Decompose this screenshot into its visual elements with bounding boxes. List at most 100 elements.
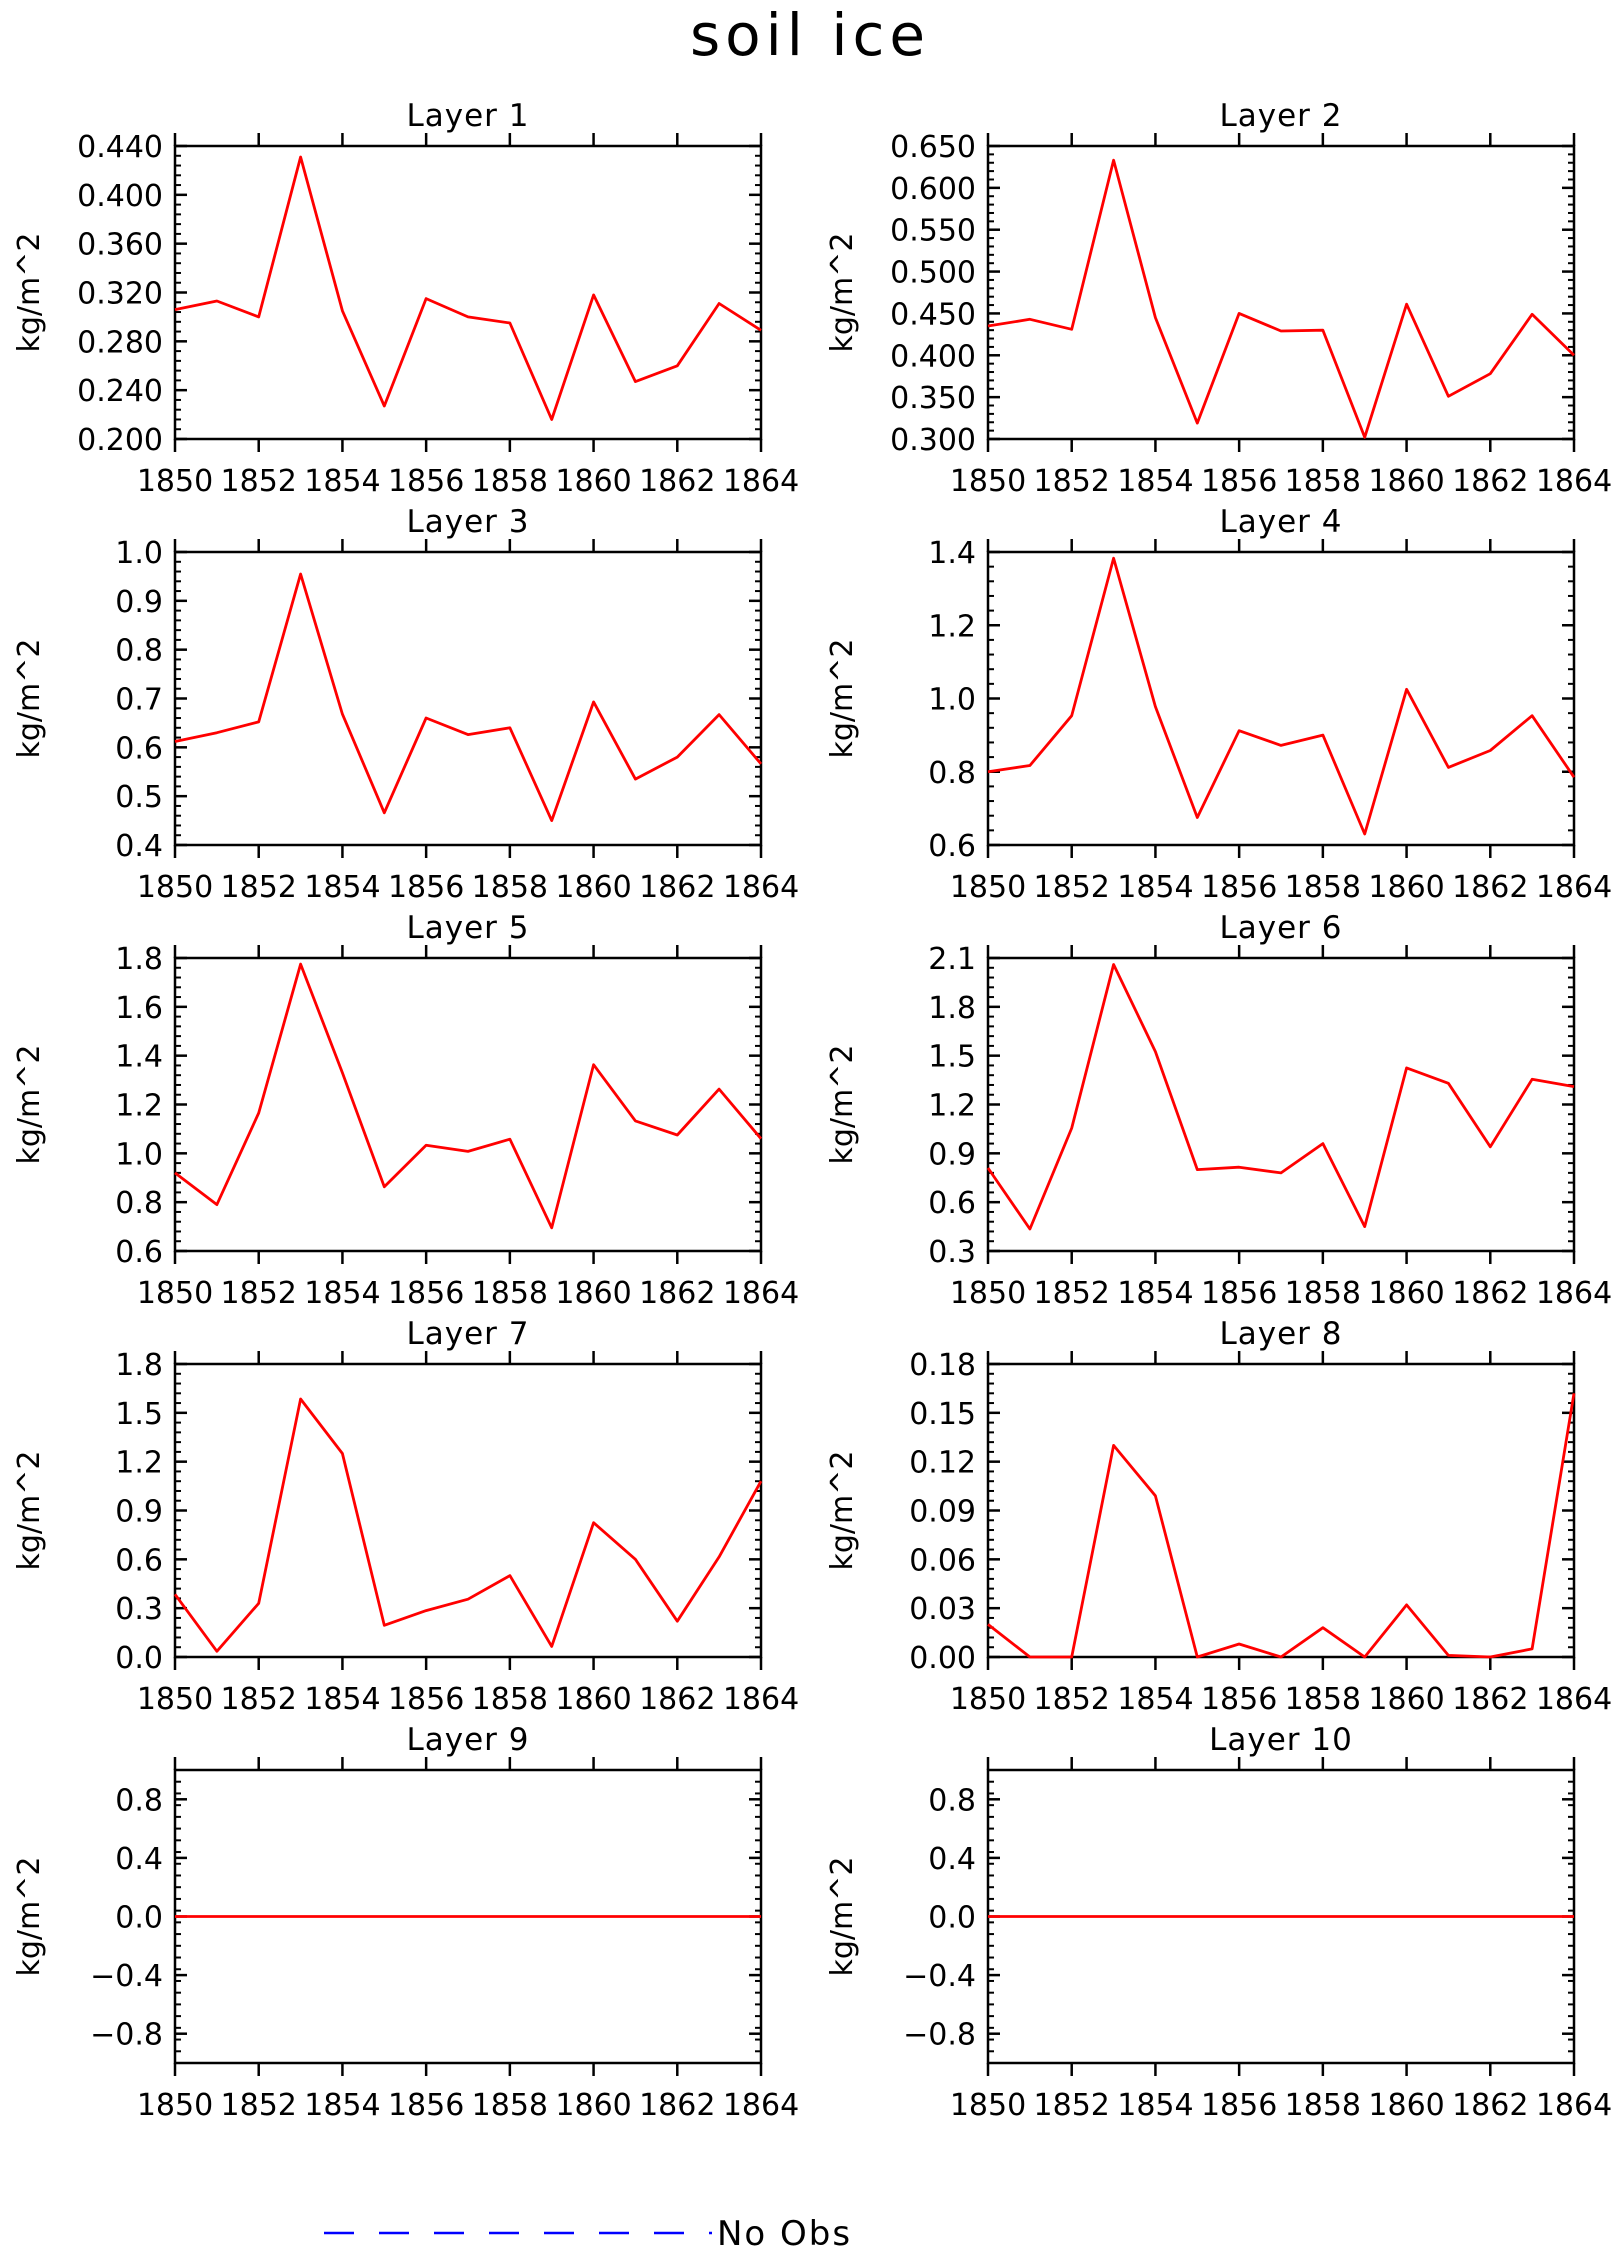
x-tick-label: 1858 [472,1682,548,1717]
x-tick-label: 1864 [1536,1682,1612,1717]
panel-layer-8: Layer 8 kg/m^2 0.00 0.03 0.06 0.09 0.12 0.15 0.1… [825,1316,1612,1717]
x-tick-label: 1854 [304,1276,380,1311]
x-tick-label: 1852 [221,2088,297,2123]
y-tick-label: 0.400 [77,179,163,214]
y-axis-label: kg/m^2 [825,1451,860,1571]
x-tick-label: 1850 [950,464,1026,499]
panel-layer-4: Layer 4 kg/m^2 0.6 0.8 1.0 1.2 1.4 1850 1852 1854… [825,504,1612,905]
series-line [173,1397,763,1653]
series-line [987,556,1576,836]
y-tick-label: 0.00 [909,1641,976,1676]
y-tick-label: 1.2 [928,609,976,644]
panel-title: Layer 8 [1219,1316,1342,1352]
y-tick-label: 0.360 [77,228,163,263]
y-tick-label: 2.1 [928,942,976,977]
x-tick-label: 1858 [1285,1682,1361,1717]
panel-title: Layer 2 [1219,98,1342,134]
panel-grid: Layer 1 kg/m^2 0.200 0.240 0.280 0.320 0.360 0.… [12,98,1612,2123]
y-tick-label: 1.2 [115,1089,163,1124]
y-tick-label: 0.6 [115,1543,163,1578]
panel-title: Layer 7 [406,1316,529,1352]
y-axis-label: kg/m^2 [12,639,47,759]
y-tick-label: 0.06 [909,1543,976,1578]
x-tick-label: 1862 [639,464,715,499]
series-line [174,155,762,421]
y-axis-label: kg/m^2 [12,233,47,353]
x-tick-label: 1856 [388,464,464,499]
y-tick-label: 0.450 [890,297,976,332]
panel-title: Layer 10 [1209,1722,1353,1758]
series-line [987,158,1575,439]
y-tick-label: 1.0 [928,683,976,718]
figure-title: soil ice [690,1,930,69]
x-tick-label: 1856 [1201,1276,1277,1311]
x-tick-label: 1850 [950,870,1026,905]
x-tick-label: 1862 [639,1682,715,1717]
series-line [986,963,1575,1231]
y-tick-label: 0.15 [909,1397,976,1432]
x-tick-label: 1852 [221,1276,297,1311]
y-axis-label: kg/m^2 [825,1857,860,1977]
x-tick-label: 1864 [723,1276,799,1311]
x-tick-label: 1852 [221,464,297,499]
y-tick-label: 0.9 [928,1137,976,1172]
y-tick-label: 0.8 [928,1783,976,1818]
legend-label: No Obs [717,2214,852,2250]
x-tick-label: 1854 [304,870,380,905]
x-tick-label: 1858 [472,1276,548,1311]
x-tick-label: 1864 [723,2088,799,2123]
x-tick-label: 1860 [1368,2088,1444,2123]
y-tick-label: 0.6 [928,1186,976,1221]
x-tick-label: 1862 [639,2088,715,2123]
x-tick-label: 1852 [221,1682,297,1717]
x-tick-label: 1862 [1452,870,1528,905]
panel-title: Layer 4 [1219,504,1342,540]
panel-title: Layer 9 [406,1722,529,1758]
x-tick-label: 1858 [1285,2088,1361,2123]
x-tick-label: 1856 [388,870,464,905]
y-tick-label: 0.550 [890,214,976,249]
y-tick-label: 1.5 [115,1397,163,1432]
x-tick-label: 1852 [1034,1682,1110,1717]
x-tick-label: 1850 [950,1276,1026,1311]
y-axis-label: kg/m^2 [825,1045,860,1165]
panel-title: Layer 3 [406,504,529,540]
x-tick-label: 1858 [472,870,548,905]
y-tick-label: 0.4 [928,1842,976,1877]
panel-title: Layer 6 [1219,910,1342,946]
y-tick-label: 1.6 [115,991,163,1026]
x-tick-label: 1856 [388,1682,464,1717]
y-tick-label: 0.650 [890,130,976,165]
x-tick-label: 1858 [472,464,548,499]
y-tick-label: 0.6 [115,1235,163,1270]
plot-frame [173,144,763,441]
x-tick-label: 1862 [639,1276,715,1311]
x-tick-label: 1854 [1117,464,1193,499]
x-tick-label: 1856 [1201,1682,1277,1717]
x-tick-label: 1860 [1368,870,1444,905]
x-tick-label: 1854 [1117,870,1193,905]
y-tick-label: 0.8 [115,1186,163,1221]
y-tick-label: 0.4 [115,1842,163,1877]
x-tick-label: 1856 [388,1276,464,1311]
x-tick-label: 1852 [221,870,297,905]
panel-title: Layer 5 [406,910,529,946]
y-tick-label: 0.0 [115,1901,163,1936]
x-tick-label: 1852 [1034,1276,1110,1311]
y-tick-label: 0.400 [890,339,976,374]
x-tick-label: 1860 [1368,464,1444,499]
x-tick-label: 1862 [1452,1276,1528,1311]
x-tick-label: 1852 [1034,870,1110,905]
x-tick-label: 1860 [555,464,631,499]
y-axis-label: kg/m^2 [12,1857,47,1977]
y-axis-label: kg/m^2 [12,1045,47,1165]
plot-frame [986,1362,1576,1659]
x-tick-label: 1850 [137,2088,213,2123]
x-tick-label: 1862 [639,870,715,905]
x-tick-label: 1858 [1285,1276,1361,1311]
y-tick-label: 0.500 [890,256,976,291]
plot-frame [986,956,1576,1253]
